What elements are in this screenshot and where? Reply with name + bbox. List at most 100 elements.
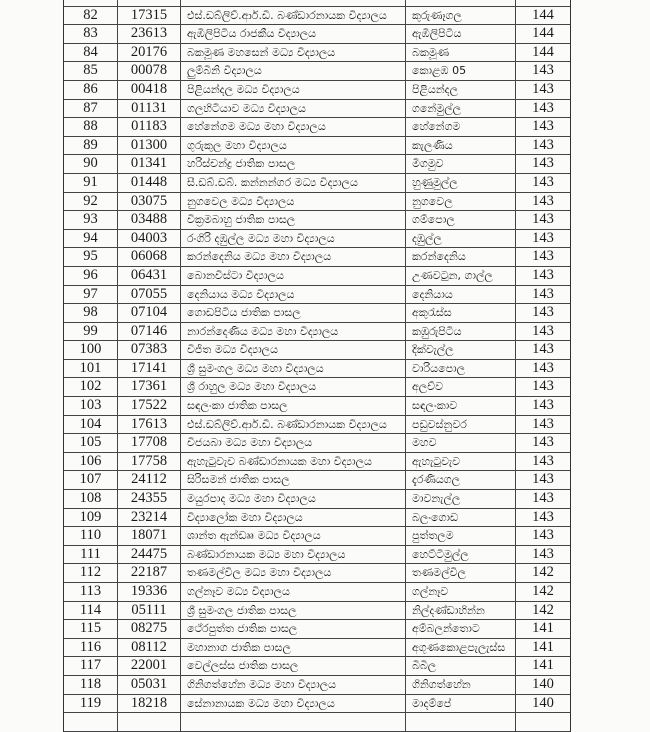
school-name-cell: ලුම්බිනි විද්‍යාලය <box>181 62 406 80</box>
town-cell: අලව්ව <box>406 378 516 397</box>
table-row: 105 17708 විජයබා මධ්‍ය මහා විද්‍යාලය මහව 143 <box>64 434 570 453</box>
table-row: 112 22187 තණමල්විල මධ්‍ය මහා විද්‍යාලය තණමල… <box>64 564 570 583</box>
row-number-cell: 94 <box>64 229 118 248</box>
marks-cell: 141 <box>532 620 554 637</box>
marks-cell: 143 <box>532 397 554 414</box>
school-name-cell: බකමූණ මහසෙන් මධ්‍ය විද්‍යාලය <box>181 43 406 62</box>
marks-cell: 143 <box>532 434 554 451</box>
row-number-cell: 99 <box>64 322 118 341</box>
town-cell: දැරණියගල <box>406 471 516 490</box>
town-cell: මාදම්පේ <box>406 694 516 713</box>
school-name-cell: ගිනිගත්හේන මධ්‍ය මහා විද්‍යාලය <box>181 675 406 694</box>
table-row: 115 08275 ථේරපුත්ත ජාතික පාසල අම්බලන්තොට 141 <box>64 620 570 639</box>
table-row: 91 01448 සී.ඩබ්.ඩබ්. කන්නන්ගර මධ්‍ය විද්‍ය… <box>64 173 570 193</box>
table-row: 116 08112 මහානාග ජාතික පාසල අගුණකොළපැලැස්ස 1… <box>64 638 570 658</box>
row-number-cell: 87 <box>64 99 118 118</box>
table-row: 111 24475 බණ්ඩාරනායක මධ්‍ය මහා විද්‍යාලය හෙ… <box>64 545 570 565</box>
school-name-cell: ශ්‍රී සුමංගල ජාතික පාසල <box>181 601 406 620</box>
town-cell: ඇහැටුවැව <box>406 452 516 471</box>
town-cell: ගිනිගත්හේන <box>406 675 516 694</box>
school-name-cell: මයුරපාද මධ්‍ය මහා විද්‍යාලය <box>181 490 406 508</box>
table-row: 106 17758 ඇහැටුවැව බණ්ඩාරනායක මහා විද්‍යාල… <box>64 452 570 472</box>
school-name-cell: ශ්‍රී රාහුල මධ්‍ය මහා විද්‍යාලය <box>181 378 406 397</box>
school-code-cell: 02093 <box>118 0 181 6</box>
marks-cell: 144 <box>532 6 554 23</box>
school-name-cell: ගල්නෑව මධ්‍ය විද්‍යාලය <box>181 583 406 601</box>
row-number-cell: 108 <box>64 490 118 508</box>
town-cell <box>406 0 516 6</box>
table-row: 102 17361 ශ්‍රී රාහුල මධ්‍ය මහා විද්‍යාලය අ… <box>64 378 570 398</box>
marks-cell: 143 <box>532 285 554 302</box>
marks-cell: 143 <box>532 192 554 209</box>
school-code-cell: 08275 <box>118 620 181 638</box>
town-cell: පිළියන්දල <box>406 80 516 99</box>
school-name-cell: රංගිරි දඹුල්ල මධ්‍ය මහා විද්‍යාලය <box>181 229 406 248</box>
school-name-cell: ඇහැටුවැව බණ්ඩාරනායක මහා විද්‍යාලය <box>181 452 406 471</box>
school-code-cell: 18218 <box>118 694 181 713</box>
school-name-cell: විද්‍යාලෝක මහා විද්‍යාලය <box>181 508 406 527</box>
row-number-cell: 90 <box>64 155 118 173</box>
row-number-cell: 105 <box>64 434 118 452</box>
row-number-cell: 93 <box>64 211 118 229</box>
marks-cell: 143 <box>532 359 554 376</box>
school-code-cell: 07055 <box>118 285 181 304</box>
table-row: 113 19336 ගල්නෑව මධ්‍ය විද්‍යාලය ගල්නෑව 142 <box>64 583 570 602</box>
school-name-cell: ඇඹිලිපිටිය රාජකීය විද්‍යාලය <box>181 25 406 43</box>
row-number-cell <box>64 713 118 731</box>
school-name-cell: ථේරපුත්ත ජාතික පාසල <box>181 620 406 638</box>
school-name-cell: හේනේගම මධ්‍ය මහා විද්‍යාලය <box>181 118 406 136</box>
table-row: 117 22001 වෙල්ලස්ස ජාතික පාසල බිබිල 141 <box>64 657 570 676</box>
school-code-cell: 19336 <box>118 583 181 601</box>
row-number-cell: 82 <box>64 6 118 25</box>
school-code-cell: 01183 <box>118 118 181 136</box>
school-name-cell: නාරන්දෙණිය මධ්‍ය මහා විද්‍යාලය <box>181 322 406 341</box>
row-number-cell: 85 <box>64 62 118 80</box>
table-row: 82 17315 එස්.ඩබ්ලිව්.ආර්.ඩී. බණ්ඩාරනායක වි… <box>64 6 570 26</box>
town-cell: හේනේගම <box>406 118 516 136</box>
school-code-cell: 08112 <box>118 638 181 657</box>
row-number-cell: 117 <box>64 657 118 675</box>
row-number-cell: 89 <box>64 136 118 155</box>
marks-cell: 143 <box>532 471 554 488</box>
row-number-cell: 115 <box>64 620 118 638</box>
table-row <box>64 713 570 732</box>
school-name-cell: වෙල්ලස්ස ජාතික පාසල <box>181 657 406 675</box>
school-name-cell: තණමල්විල මධ්‍ය මහා විද්‍යාලය <box>181 564 406 582</box>
row-number-cell: 116 <box>64 638 118 657</box>
row-number-cell: 98 <box>64 304 118 322</box>
school-name-cell: විජිත මධ්‍ය විද්‍යාලය <box>181 341 406 359</box>
table-row: 109 23214 විද්‍යාලෝක මහා විද්‍යාලය බලංගොඩ 14… <box>64 508 570 528</box>
marks-cell: 143 <box>532 508 554 525</box>
row-number-cell: 107 <box>64 471 118 490</box>
marks-cell: 143 <box>532 322 554 339</box>
school-name-cell: සඳලංකා ජාතික පාසල <box>181 397 406 415</box>
school-code-cell: 17141 <box>118 359 181 378</box>
row-number-cell: 92 <box>64 192 118 211</box>
row-number-cell: 118 <box>64 675 118 694</box>
table-row: 107 24112 සිරිසමන් ජාතික පාසල දැරණියගල 143 <box>64 471 570 491</box>
marks-cell: 143 <box>532 527 554 544</box>
school-code-cell: 00418 <box>118 80 181 99</box>
school-code-cell: 17708 <box>118 434 181 452</box>
table-row: 108 24355 මයුරපාද මධ්‍ය මහා විද්‍යාලය මාවනැ… <box>64 490 570 509</box>
table-row: 95 06068 කරන්දෙනිය මධ්‍ය මහා විද්‍යාලය කරන්… <box>64 248 570 267</box>
school-code-cell: 00078 <box>118 62 181 80</box>
school-name-cell: නුගවෙල මධ්‍ය විද්‍යාලය <box>181 192 406 211</box>
town-cell: කැලණිය <box>406 136 516 155</box>
table-row: 114 05111 ශ්‍රී සුමංගල ජාතික පාසල නිල්දණ්ඩා… <box>64 601 570 621</box>
row-number-cell: 97 <box>64 285 118 304</box>
row-number-cell: 109 <box>64 508 118 527</box>
table-row: 86 00418 පිළියන්දල මධ්‍ය විද්‍යාලය පිළියන්ද… <box>64 80 570 100</box>
town-cell: කොළඹ 05 <box>406 62 516 80</box>
school-code-cell: 18071 <box>118 527 181 545</box>
town-cell: මාවනැල්ල <box>406 490 516 508</box>
table-row: 118 05031 ගිනිගත්හේන මධ්‍ය මහා විද්‍යාලය ගි… <box>64 675 570 695</box>
row-number-cell: 106 <box>64 452 118 471</box>
table-row: 87 01131 ගලහිටියාව මධ්‍ය විද්‍යාලය ගනේමුල්ල… <box>64 99 570 119</box>
table-row: 110 18071 ශාන්ත ඇන්ඩෲ මධ්‍ය විද්‍යාලය පුත්ත… <box>64 527 570 546</box>
town-cell: නිල්දණ්ඩාහින්න <box>406 601 516 620</box>
row-number-cell: 119 <box>64 694 118 713</box>
marks-cell: 141 <box>532 657 554 674</box>
marks-cell: 144 <box>532 43 554 60</box>
town-cell: කරන්දෙනිය <box>406 248 516 266</box>
